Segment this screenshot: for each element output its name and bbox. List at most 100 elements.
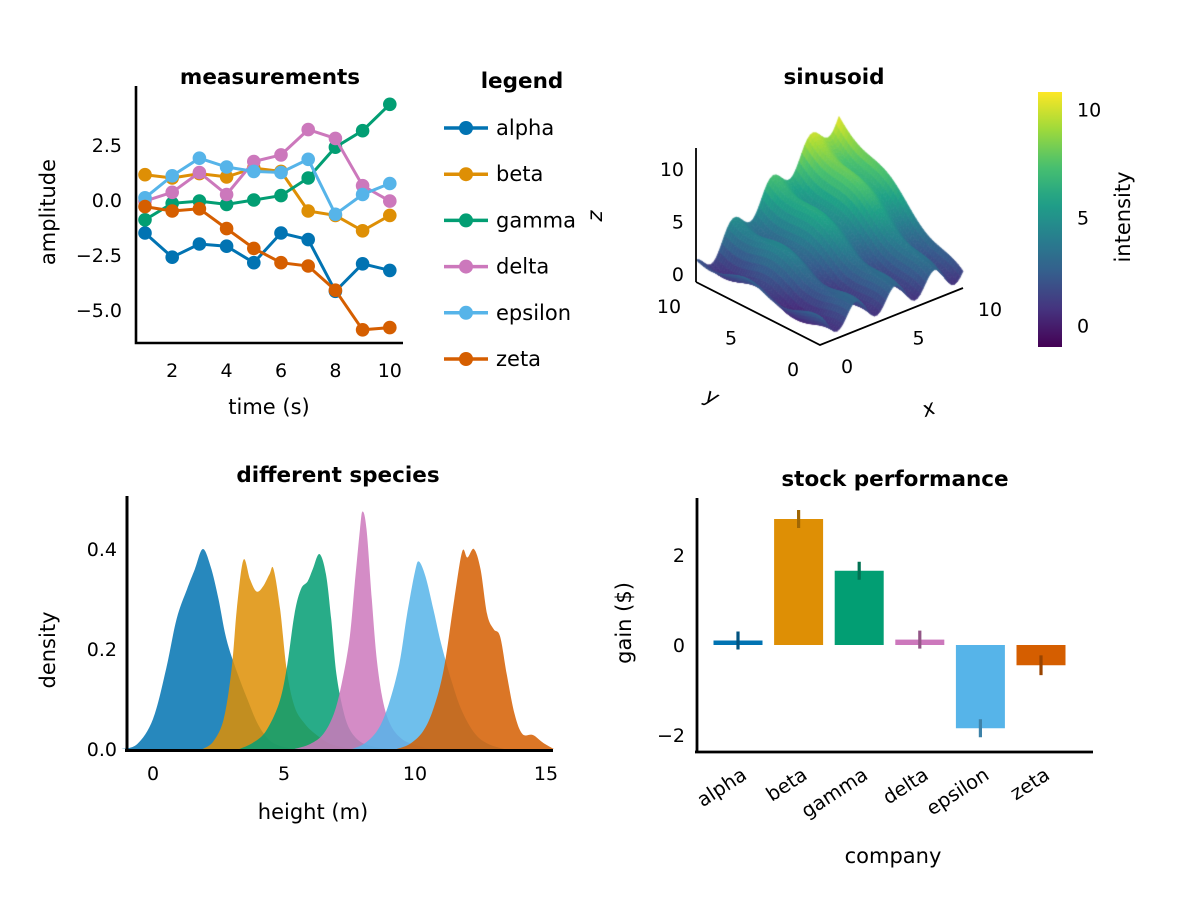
data-point-alpha <box>355 257 370 271</box>
y-tick-label: 2.5 <box>92 135 122 157</box>
data-point-zeta <box>138 199 152 214</box>
bar-group-epsilon <box>955 645 1005 738</box>
panel-species: 0.0 0.2 0.4 0 5 10 15 different species densit… <box>36 463 558 824</box>
y-tick-label: 0 <box>787 359 799 381</box>
measurements-plot-area: 2.5 0.0 −2.5 −5.0 2 4 6 8 10 alpha beta gamma delta e… <box>76 86 576 382</box>
density-area-alpha <box>121 548 295 749</box>
bar-group-zeta <box>1016 645 1066 676</box>
data-point-zeta <box>219 221 234 236</box>
series-line-beta <box>144 166 391 233</box>
bar-group-gamma <box>834 561 884 645</box>
legend-item-alpha: alpha <box>444 116 554 140</box>
data-point-gamma <box>247 193 261 207</box>
legend-label: beta <box>496 162 543 186</box>
bar-group-beta <box>774 510 824 645</box>
y-tick-label: 5 <box>725 328 737 350</box>
data-point-zeta <box>192 202 207 216</box>
density-area-delta <box>294 511 431 749</box>
data-point-delta <box>301 122 316 137</box>
data-point-zeta <box>301 259 316 273</box>
series-line-alpha <box>144 231 391 294</box>
legend-item-zeta: zeta <box>444 347 541 371</box>
data-point-zeta <box>165 204 179 218</box>
data-point-delta <box>219 187 234 202</box>
sinusoid-plot-area: 0 5 10 0 5 10 0 5 10 0 5 10 <box>657 92 1101 381</box>
species-title: different species <box>236 463 439 488</box>
data-point-alpha <box>301 232 316 247</box>
species-xlabel: height (m) <box>258 800 368 824</box>
x-tick-label: 6 <box>275 360 287 382</box>
data-point-epsilon <box>301 152 316 167</box>
data-point-gamma <box>301 171 316 185</box>
data-point-delta <box>247 154 261 169</box>
z-tick-label: 0 <box>672 264 684 286</box>
legend-label: zeta <box>496 347 541 371</box>
bar-group-delta <box>895 630 945 649</box>
x-tick-label: zeta <box>1006 763 1054 805</box>
series-line-gamma <box>144 103 391 222</box>
x-tick-label: 5 <box>912 328 924 350</box>
z-tick-label: 5 <box>672 212 684 234</box>
density-area-gamma <box>239 553 389 749</box>
data-point-delta <box>274 148 288 162</box>
data-point-alpha <box>192 237 207 251</box>
data-point-epsilon <box>355 187 370 202</box>
x-tick-label: alpha <box>693 763 751 812</box>
sinusoid-ylabel: y <box>700 383 723 411</box>
legend-item-gamma: gamma <box>444 208 576 232</box>
z-tick-label: 10 <box>660 159 684 181</box>
data-point-alpha <box>138 226 152 240</box>
legend-label: gamma <box>496 208 576 232</box>
legend-marker <box>459 213 473 228</box>
data-point-epsilon <box>383 176 397 191</box>
measurements-xlabel: time (s) <box>228 395 309 419</box>
data-point-gamma <box>219 197 234 212</box>
legend-marker <box>459 167 473 182</box>
legend-label: alpha <box>496 116 554 140</box>
data-point-delta <box>165 185 179 200</box>
x-tick-label: 10 <box>978 299 1002 321</box>
legend-marker <box>459 121 473 135</box>
colorbar-tick-label: 0 <box>1077 315 1089 337</box>
bottom-axes-edges <box>695 281 964 346</box>
x-tick-label: 10 <box>378 360 402 382</box>
data-point-epsilon <box>274 165 288 180</box>
data-point-alpha <box>274 226 288 240</box>
density-area-zeta <box>396 548 554 749</box>
y-tick-label: −2 <box>657 725 685 747</box>
species-ylabel: density <box>36 612 60 689</box>
data-point-zeta <box>274 255 288 270</box>
data-point-zeta <box>247 241 261 256</box>
data-point-delta <box>383 194 397 208</box>
data-point-gamma <box>274 188 288 203</box>
series-line-zeta <box>144 205 390 332</box>
series-delta <box>138 122 397 208</box>
data-point-epsilon <box>328 207 343 222</box>
measurements-ylabel: amplitude <box>36 159 60 265</box>
legend-marker <box>459 305 473 320</box>
data-point-epsilon <box>165 169 179 183</box>
data-point-beta <box>301 204 316 218</box>
x-tick-label: 5 <box>278 763 290 785</box>
bar-zeta <box>1016 645 1066 666</box>
data-point-beta <box>138 167 152 182</box>
density-area-beta <box>202 559 353 749</box>
x-tick-label: 4 <box>221 360 233 382</box>
colorbar-tick-label: 5 <box>1077 207 1089 229</box>
stocks-title: stock performance <box>781 467 1008 492</box>
legend-label: epsilon <box>496 301 571 325</box>
series-line-delta <box>144 127 391 203</box>
x-tick-label: 10 <box>403 763 427 785</box>
data-point-delta <box>328 131 343 146</box>
panel-sinusoid: 0 5 10 0 5 10 0 5 10 0 5 10 sinusoid z y x intensit… <box>583 65 1135 422</box>
y-tick-label: −5.0 <box>76 300 122 322</box>
colorbar-tick-label: 10 <box>1077 99 1101 121</box>
x-tick-label: 8 <box>329 360 341 382</box>
y-tick-label: 10 <box>657 296 681 318</box>
legend-item-beta: beta <box>444 162 543 186</box>
data-point-gamma <box>355 123 370 138</box>
series-zeta <box>138 199 397 337</box>
sinusoid-title: sinusoid <box>783 65 884 90</box>
